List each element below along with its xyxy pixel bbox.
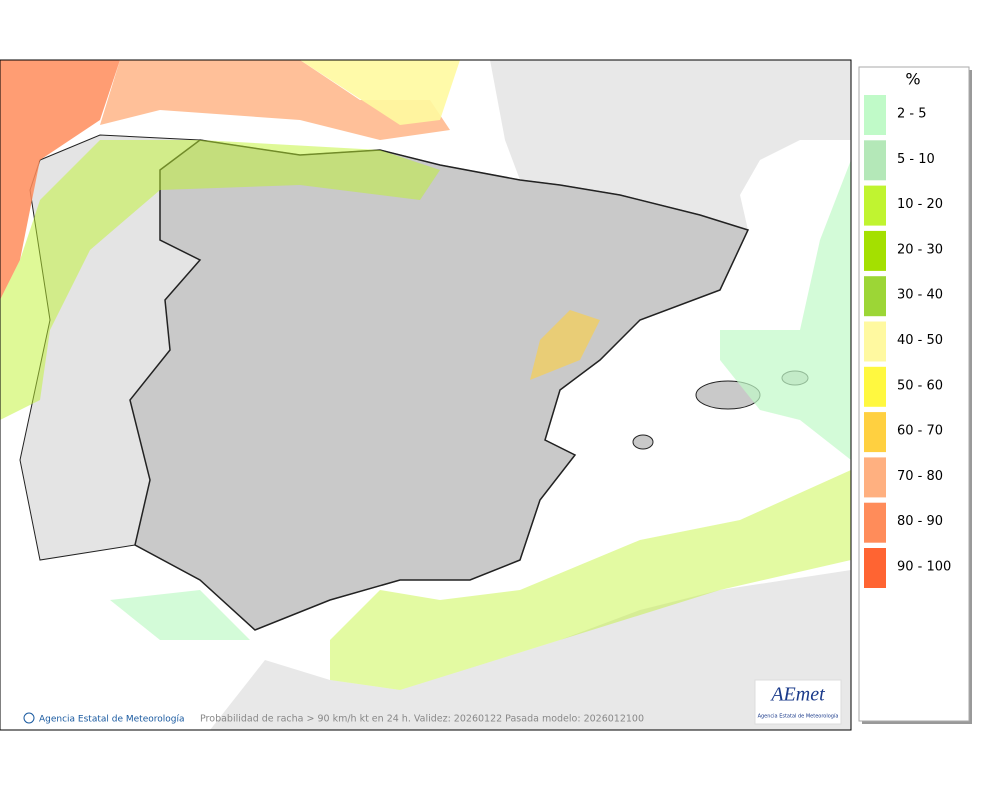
legend-swatch [864, 276, 886, 317]
logo-name: AEmet [769, 684, 825, 706]
logo-subtitle: Agencia Estatal de Meteorología [758, 713, 839, 720]
legend-swatch [864, 502, 886, 543]
legend-swatch [864, 412, 886, 453]
legend-title: % [905, 70, 920, 89]
france [490, 60, 851, 230]
logo-box [754, 679, 842, 725]
legend-swatch [864, 457, 886, 498]
legend-swatch [864, 140, 886, 181]
legend-label: 20 - 30 [897, 242, 943, 257]
prob-area [300, 60, 460, 125]
legend-label: 30 - 40 [897, 288, 943, 303]
legend-swatch [864, 230, 886, 271]
legend-label: 10 - 20 [897, 197, 943, 212]
legend-label: 2 - 5 [897, 107, 927, 122]
legend-label: 60 - 70 [897, 424, 943, 439]
logo: AEmet Agencia Estatal de Meteorología [754, 679, 842, 725]
ibiza [632, 434, 654, 450]
prob-area [0, 140, 440, 420]
spain [129, 139, 750, 631]
caption: Probabilidad de racha > 90 km/h kt en 24… [200, 714, 644, 725]
prob-area [720, 160, 851, 460]
legend-label: 50 - 60 [897, 378, 943, 393]
legend-swatch [864, 321, 886, 362]
legend-swatch [864, 366, 886, 407]
legend-label: 80 - 90 [897, 514, 943, 529]
prob-area [110, 590, 250, 640]
africa [210, 570, 851, 730]
prob-area [0, 60, 120, 300]
legend-swatch [864, 95, 886, 135]
legend-label: 90 - 100 [897, 560, 951, 575]
map [0, 59, 852, 731]
copyright-icon [23, 712, 35, 724]
legend-swatch [864, 548, 886, 588]
map-frame [0, 59, 852, 731]
legend-swatch [864, 185, 886, 226]
legend-label: 40 - 50 [897, 333, 943, 348]
credit: Agencia Estatal de Meteorología [39, 715, 185, 725]
prob-area [530, 310, 600, 380]
prob-area [100, 60, 450, 140]
legend-label: 70 - 80 [897, 469, 943, 484]
legend: % 2 - 5 5 - 10 10 - 20 20 - 30 30 - 40 40 - 5… [858, 66, 972, 724]
legend-label: 5 - 10 [897, 152, 935, 167]
prob-area [330, 470, 851, 690]
